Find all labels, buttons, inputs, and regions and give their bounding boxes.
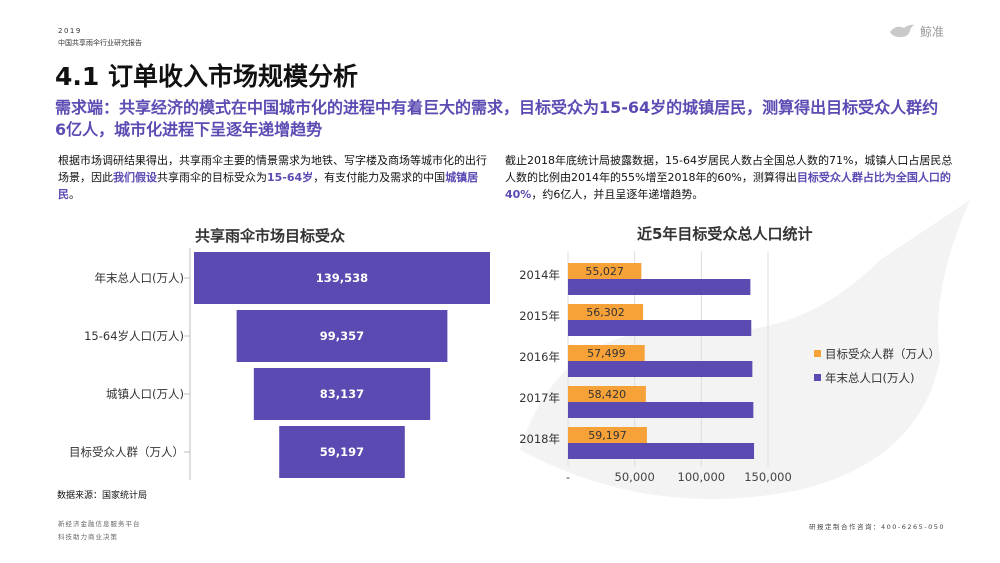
funnel-category-label: 年末总人口(万人) — [95, 271, 184, 285]
logo: 鲸准 — [888, 22, 944, 40]
x-tick-label: 100,000 — [678, 470, 726, 484]
data-source: 数据来源：国家统计局 — [57, 491, 148, 501]
highlight-ratio: 目标受众人群占比为全国人口的40% — [505, 171, 951, 201]
funnel-value-label: 99,357 — [320, 329, 364, 343]
legend-label-target: 目标受众人群（万人） — [825, 347, 940, 361]
total-population-bar — [568, 361, 753, 377]
legend-swatch-total — [814, 374, 821, 381]
left-paragraph: 根据市场调研结果得出，共享雨伞主要的情景需求为地铁、写字楼及商场等城市化的出行场… — [58, 154, 487, 201]
x-tick-label: 50,000 — [615, 470, 655, 484]
funnel-value-label: 139,538 — [316, 271, 368, 285]
funnel-bar — [194, 252, 490, 304]
funnel-value-label: 59,197 — [320, 445, 364, 459]
target-value-label: 57,499 — [587, 347, 626, 360]
whale-icon — [890, 24, 914, 38]
target-audience-bar — [568, 386, 646, 402]
funnel-bar — [236, 310, 448, 362]
highlight-age: 15-64岁 — [267, 171, 314, 184]
legend-label-total: 年末总人口(万人) — [825, 371, 914, 385]
funnel-bar — [279, 426, 405, 478]
headline: 需求端：共享经济的模式在中国城市化的进程中有着巨大的需求，目标受众为15-64岁… — [55, 98, 939, 139]
total-population-bar — [568, 279, 751, 295]
total-population-bar — [568, 443, 755, 459]
y-category-label: 2018年 — [519, 432, 560, 446]
highlight-urban: 城镇居民 — [58, 171, 479, 201]
funnel-value-label: 83,137 — [320, 387, 364, 401]
funnel-category-label: 目标受众人群（万人） — [69, 445, 184, 459]
report-year: 2019 — [58, 27, 82, 35]
right-paragraph: 截止2018年底统计局披露数据，15-64岁居民人数占全国总人数的71%，城镇人… — [505, 154, 953, 201]
highlight-assume: 我们假设 — [113, 171, 157, 184]
funnel-category-label: 15-64岁人口(万人) — [84, 329, 184, 343]
target-audience-bar — [568, 427, 647, 443]
funnel-chart: 139,538 年末总人口(万人) 99,357 15-64岁人口(万人) 83,137… — [69, 248, 490, 480]
funnel-bar — [253, 368, 431, 420]
footer-left: 新经济金融信息服务平台 科技助力商业决策 — [58, 518, 141, 544]
bar-chart: - 50,000 100,000 150,000 2014年 55,027 2015年 56,… — [519, 251, 940, 484]
y-category-label: 2015年 — [519, 309, 560, 323]
target-value-label: 55,027 — [585, 265, 624, 278]
legend-swatch-target — [814, 350, 821, 357]
background-whale-icon — [520, 200, 970, 499]
target-audience-bar — [568, 304, 644, 320]
footer-line1: 新经济金融信息服务平台 — [58, 520, 141, 528]
y-category-label: 2014年 — [519, 268, 560, 282]
x-tick-label: - — [566, 470, 570, 484]
y-category-label: 2016年 — [519, 350, 560, 364]
x-tick-label: 150,000 — [744, 470, 792, 484]
funnel-chart-title: 共享雨伞市场目标受众 — [195, 227, 346, 245]
target-audience-bar — [568, 345, 645, 361]
target-audience-bar — [568, 263, 642, 279]
target-value-label: 58,420 — [588, 388, 627, 401]
target-value-label: 59,197 — [588, 429, 627, 442]
target-value-label: 56,302 — [586, 306, 625, 319]
report-name: 中国共享雨伞行业研究报告 — [58, 39, 142, 47]
funnel-category-label: 城镇人口(万人) — [106, 387, 184, 401]
footer-line2: 科技助力商业决策 — [58, 533, 118, 541]
footer-contact: 研报定制合作咨询：400-6265-050 — [808, 523, 945, 531]
total-population-bar — [568, 402, 754, 418]
y-category-label: 2017年 — [519, 391, 560, 405]
page-title: 4.1 订单收入市场规模分析 — [55, 62, 358, 91]
total-population-bar — [568, 320, 752, 336]
logo-text: 鲸准 — [920, 24, 945, 39]
bar-chart-title: 近5年目标受众总人口统计 — [637, 225, 813, 243]
